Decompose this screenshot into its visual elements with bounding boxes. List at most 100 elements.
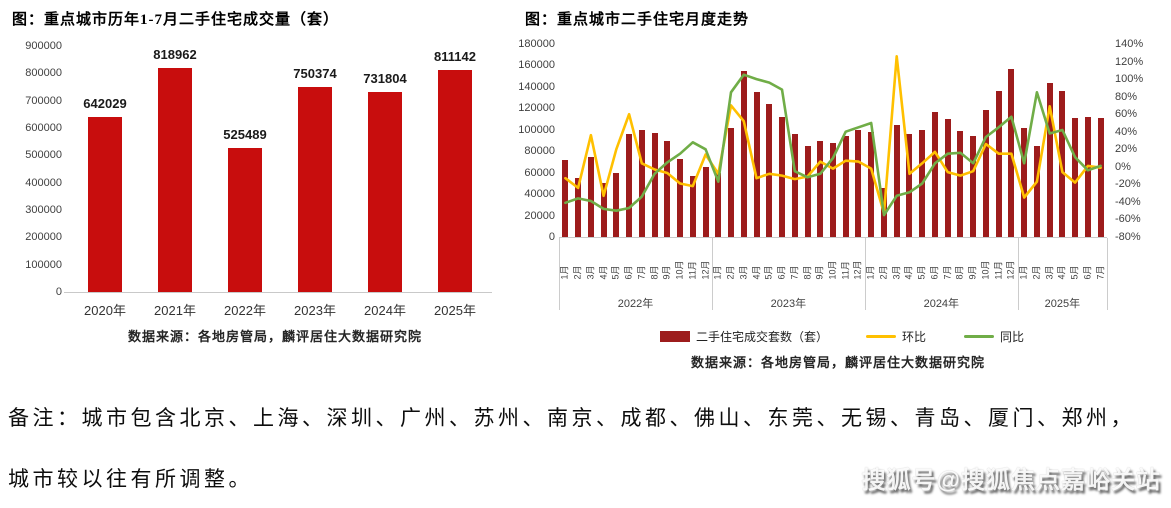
month-tick-label: 2月 — [572, 265, 583, 280]
month-tick-label: 7月 — [942, 265, 953, 280]
month-tick-label: 4月 — [598, 265, 609, 280]
yoy-line — [564, 73, 1102, 217]
right-y-tick-label: 40% — [1115, 125, 1138, 138]
month-tick-label: 11月 — [687, 261, 698, 280]
bar — [728, 127, 735, 237]
bar-value-label: 750374 — [293, 65, 337, 81]
bar — [817, 140, 824, 237]
y-tick-label: 300000 — [25, 204, 62, 216]
bar — [298, 86, 332, 292]
bar — [88, 116, 122, 292]
legend-bar-swatch — [659, 331, 690, 342]
right-y-tick-label: 140% — [1115, 38, 1144, 50]
note-line-2: 城市较以往有所调整。 — [8, 467, 253, 491]
month-tick-label: 1月 — [865, 265, 876, 280]
mom-line — [564, 55, 1102, 215]
bar — [1084, 116, 1091, 237]
bar — [868, 131, 875, 237]
legend-item: 二手住宅成交套数（套） — [659, 328, 828, 345]
left-y-tick-label: 0 — [548, 231, 555, 243]
year-separator — [711, 238, 713, 310]
year-group-label: 2024年 — [923, 298, 960, 310]
month-tick-label: 3月 — [891, 265, 902, 280]
month-tick-label: 12月 — [852, 260, 863, 280]
bar — [587, 156, 594, 237]
x-axis-line — [559, 237, 1107, 238]
bar — [957, 130, 964, 237]
year-group-label: 2023年 — [770, 298, 807, 310]
bar — [842, 136, 849, 237]
month-tick-label: 7月 — [1095, 265, 1106, 280]
year-group-label: 2025年 — [1044, 298, 1081, 310]
right-y-tick-label: 0% — [1115, 160, 1131, 173]
right-chart-title: 图：重点城市二手住宅月度走势 — [525, 12, 750, 28]
x-tick-label: 2022年 — [224, 303, 266, 318]
year-separator — [559, 238, 560, 310]
month-tick-label: 10月 — [827, 260, 838, 280]
x-tick-label: 2020年 — [84, 303, 126, 318]
left-y-tick-label: 160000 — [518, 59, 555, 72]
y-tick-label: 800000 — [25, 67, 62, 80]
right-y-tick-label: -40% — [1115, 195, 1141, 208]
left-y-tick-label: 120000 — [518, 102, 555, 115]
bar — [562, 159, 569, 237]
bar — [158, 68, 192, 292]
y-tick-label: 100000 — [25, 258, 62, 271]
bar — [626, 134, 633, 237]
month-tick-label: 12月 — [700, 260, 711, 280]
month-tick-label: 9月 — [661, 265, 672, 280]
month-tick-label: 6月 — [929, 265, 940, 280]
right-y-tick-label: 80% — [1115, 90, 1138, 103]
x-tick-label: 2021年 — [154, 303, 196, 318]
month-tick-label: 6月 — [776, 265, 787, 280]
left-y-tick-label: 140000 — [518, 80, 555, 93]
y-tick-label: 500000 — [25, 149, 62, 162]
left-y-tick-label: 40000 — [524, 188, 555, 201]
month-tick-label: 2月 — [878, 265, 889, 280]
month-tick-label: 6月 — [623, 265, 634, 280]
y-tick-label: 400000 — [25, 176, 62, 189]
legend: 二手住宅成交套数（套） 环比 同比 — [513, 328, 1171, 345]
month-tick-label: 5月 — [763, 265, 774, 280]
y-tick-label: 200000 — [25, 231, 62, 244]
bar — [438, 70, 472, 292]
x-tick-label: 2025年 — [434, 303, 476, 318]
watermark: 搜狐号@搜狐焦点嘉峪关站 — [861, 467, 1161, 494]
left-y-tick-label: 60000 — [524, 166, 555, 179]
bar-value-label: 811142 — [434, 49, 476, 65]
legend-label: 环比 — [901, 330, 926, 344]
yearly-bar-chart: 图：重点城市历年1-7月二手住宅成交量（套） 900000 800000 70000… — [0, 0, 513, 380]
left-y-tick-label: 80000 — [524, 145, 555, 158]
month-tick-label: 6月 — [1082, 265, 1093, 280]
bar — [791, 134, 798, 237]
left-y-tick-label: 100000 — [518, 123, 555, 136]
year-separator — [1017, 238, 1019, 310]
bar — [995, 91, 1002, 237]
bar — [677, 158, 684, 237]
bar — [1072, 117, 1079, 237]
line-series-layer — [564, 55, 1102, 217]
bar — [753, 92, 760, 237]
right-y-tick-label: -20% — [1115, 178, 1141, 191]
legend-item: 环比 — [865, 328, 926, 345]
bar-value-label: 818962 — [153, 47, 197, 63]
bar — [1021, 127, 1028, 237]
bar — [906, 134, 913, 237]
month-tick-label: 5月 — [610, 265, 621, 280]
bar-value-label: 731804 — [363, 70, 407, 86]
year-separator — [864, 238, 866, 310]
bar — [931, 111, 938, 237]
bar — [575, 178, 582, 237]
left-y-tick-label: 180000 — [518, 38, 555, 50]
y-tick-label: 700000 — [25, 94, 62, 107]
bar — [689, 175, 696, 237]
bar — [740, 70, 747, 237]
month-tick-label: 8月 — [954, 265, 965, 280]
month-tick-label: 4月 — [1056, 265, 1067, 280]
month-tick-label: 1月 — [559, 265, 570, 280]
bar — [944, 119, 951, 237]
month-tick-label: 1月 — [1018, 265, 1029, 280]
bar — [1033, 145, 1040, 237]
month-tick-label: 10月 — [674, 260, 685, 280]
right-y-tick-label: 120% — [1115, 55, 1144, 68]
